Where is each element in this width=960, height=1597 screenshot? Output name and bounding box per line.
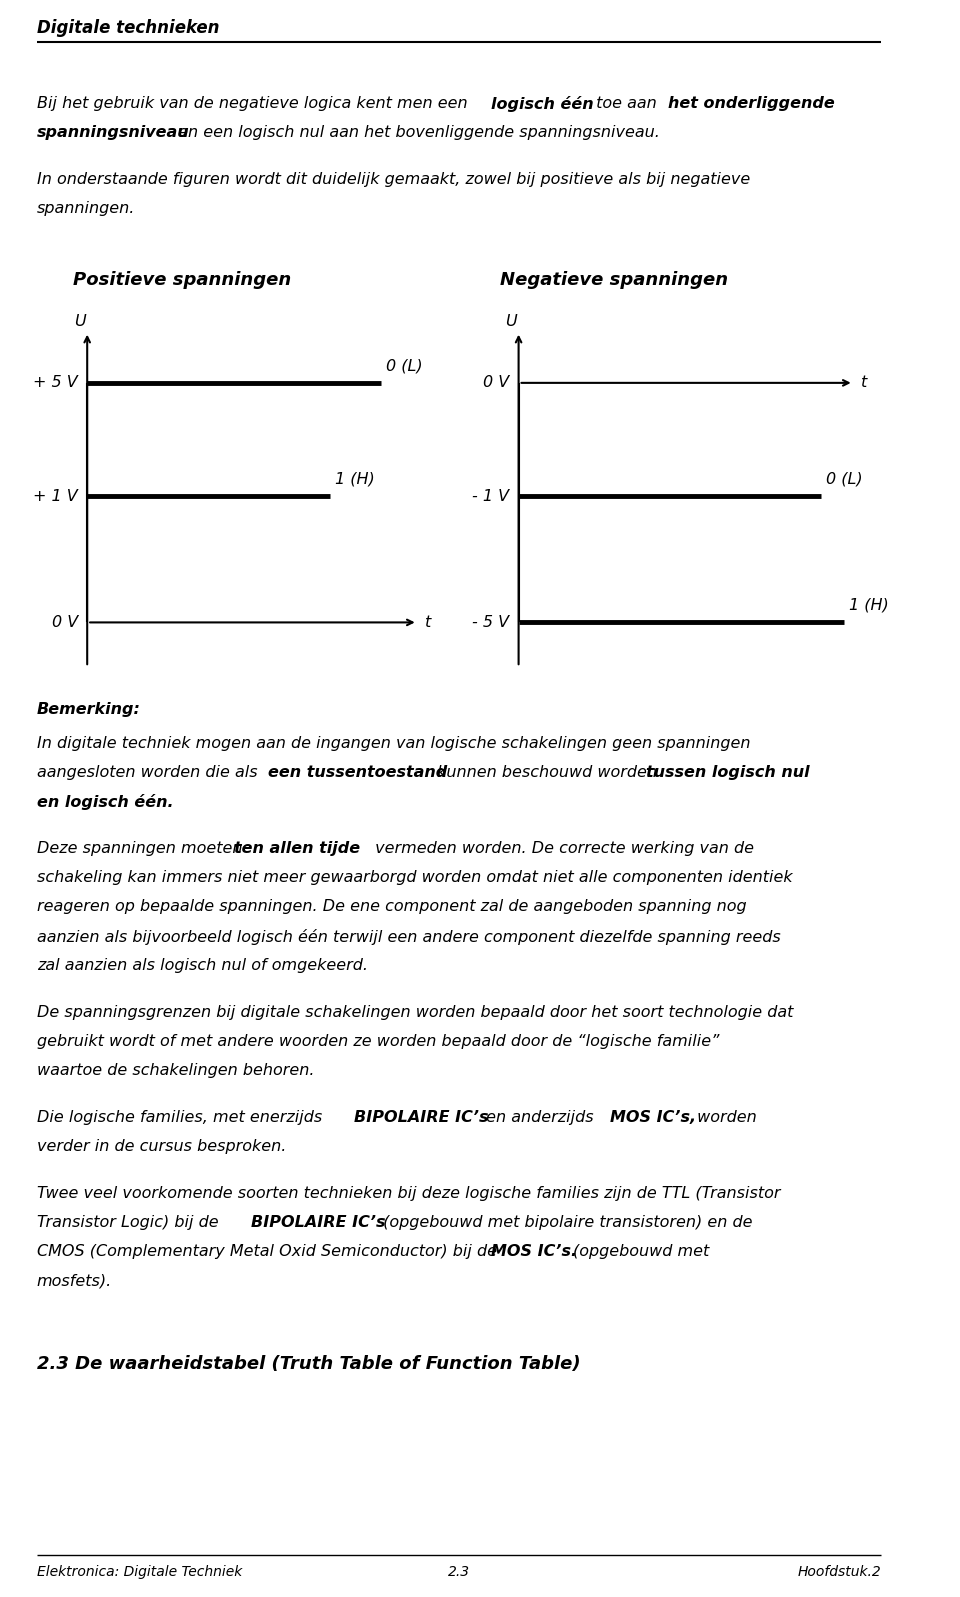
Text: 0 (L): 0 (L): [826, 471, 863, 487]
Text: MOS IC’s.: MOS IC’s.: [492, 1244, 577, 1260]
Text: U: U: [505, 313, 517, 329]
Text: aanzien als bijvoorbeeld logisch één terwijl een andere component diezelfde span: aanzien als bijvoorbeeld logisch één ter…: [36, 929, 780, 945]
Text: Positieve spanningen: Positieve spanningen: [73, 271, 292, 289]
Text: en anderzijds: en anderzijds: [481, 1110, 599, 1124]
Text: gebruikt wordt of met andere woorden ze worden bepaald door de “logische familie: gebruikt wordt of met andere woorden ze …: [36, 1033, 719, 1049]
Text: CMOS (Complementary Metal Oxid Semiconductor) bij de: CMOS (Complementary Metal Oxid Semicondu…: [36, 1244, 502, 1260]
Text: waartoe de schakelingen behoren.: waartoe de schakelingen behoren.: [36, 1064, 314, 1078]
Text: In onderstaande figuren wordt dit duidelijk gemaakt, zowel bij positieve als bij: In onderstaande figuren wordt dit duidel…: [36, 172, 750, 187]
Text: + 5 V: + 5 V: [34, 375, 78, 390]
Text: toe aan: toe aan: [591, 96, 662, 110]
Text: Deze spanningen moeten: Deze spanningen moeten: [36, 842, 248, 856]
Text: Bemerking:: Bemerking:: [36, 703, 140, 717]
Text: vermeden worden. De correcte werking van de: vermeden worden. De correcte werking van…: [371, 842, 755, 856]
Text: het onderliggende: het onderliggende: [668, 96, 835, 110]
Text: 2.3 De waarheidstabel (Truth Table of Function Table): 2.3 De waarheidstabel (Truth Table of Fu…: [36, 1356, 581, 1373]
Text: worden: worden: [692, 1110, 756, 1124]
Text: t: t: [861, 375, 867, 390]
Text: t: t: [425, 615, 431, 629]
Text: Die logische families, met enerzijds: Die logische families, met enerzijds: [36, 1110, 327, 1124]
Text: spanningen.: spanningen.: [36, 201, 135, 216]
Text: verder in de cursus besproken.: verder in de cursus besproken.: [36, 1139, 286, 1155]
Text: Elektronica: Digitale Techniek: Elektronica: Digitale Techniek: [36, 1565, 242, 1579]
Text: schakeling kan immers niet meer gewaarborgd worden omdat niet alle componenten i: schakeling kan immers niet meer gewaarbo…: [36, 870, 792, 885]
Text: reageren op bepaalde spanningen. De ene component zal de aangeboden spanning nog: reageren op bepaalde spanningen. De ene …: [36, 899, 746, 915]
Text: 2.3: 2.3: [448, 1565, 470, 1579]
Text: Digitale technieken: Digitale technieken: [36, 19, 219, 37]
Text: 0 V: 0 V: [52, 615, 78, 629]
Text: Transistor Logic) bij de: Transistor Logic) bij de: [36, 1215, 224, 1230]
Text: kunnen beschouwd worden: kunnen beschouwd worden: [432, 765, 662, 779]
Text: mosfets).: mosfets).: [36, 1273, 112, 1289]
Text: Bij het gebruik van de negatieve logica kent men een: Bij het gebruik van de negatieve logica …: [36, 96, 472, 110]
Text: BIPOLAIRE IC’s: BIPOLAIRE IC’s: [252, 1215, 386, 1230]
Text: Hoofdstuk.2: Hoofdstuk.2: [798, 1565, 881, 1579]
Text: + 1 V: + 1 V: [34, 489, 78, 503]
Text: U: U: [74, 313, 85, 329]
Text: en logisch één.: en logisch één.: [36, 794, 174, 810]
Text: een tussentoestand: een tussentoestand: [268, 765, 447, 779]
Text: logisch één: logisch één: [492, 96, 594, 112]
Text: zal aanzien als logisch nul of omgekeerd.: zal aanzien als logisch nul of omgekeerd…: [36, 958, 368, 973]
Text: 1 (H): 1 (H): [849, 597, 889, 613]
Text: Negatieve spanningen: Negatieve spanningen: [500, 271, 729, 289]
Text: en een logisch nul aan het bovenliggende spanningsniveau.: en een logisch nul aan het bovenliggende…: [173, 125, 660, 141]
Text: ten allen tijde: ten allen tijde: [234, 842, 360, 856]
Text: MOS IC’s,: MOS IC’s,: [610, 1110, 696, 1124]
Text: 0 V: 0 V: [483, 375, 510, 390]
Text: tussen logisch nul: tussen logisch nul: [646, 765, 810, 779]
Text: De spanningsgrenzen bij digitale schakelingen worden bepaald door het soort tech: De spanningsgrenzen bij digitale schakel…: [36, 1005, 793, 1019]
Text: spanningsniveau: spanningsniveau: [36, 125, 189, 141]
Text: aangesloten worden die als: aangesloten worden die als: [36, 765, 262, 779]
Text: BIPOLAIRE IC’s: BIPOLAIRE IC’s: [354, 1110, 489, 1124]
Text: Twee veel voorkomende soorten technieken bij deze logische families zijn de TTL : Twee veel voorkomende soorten technieken…: [36, 1187, 780, 1201]
Text: (opgebouwd met: (opgebouwd met: [573, 1244, 709, 1260]
Text: - 1 V: - 1 V: [472, 489, 510, 503]
Text: In digitale techniek mogen aan de ingangen van logische schakelingen geen spanni: In digitale techniek mogen aan de ingang…: [36, 736, 750, 751]
Text: 1 (H): 1 (H): [335, 471, 374, 487]
Text: 0 (L): 0 (L): [386, 358, 422, 374]
Text: - 5 V: - 5 V: [472, 615, 510, 629]
Text: (opgebouwd met bipolaire transistoren) en de: (opgebouwd met bipolaire transistoren) e…: [378, 1215, 753, 1230]
